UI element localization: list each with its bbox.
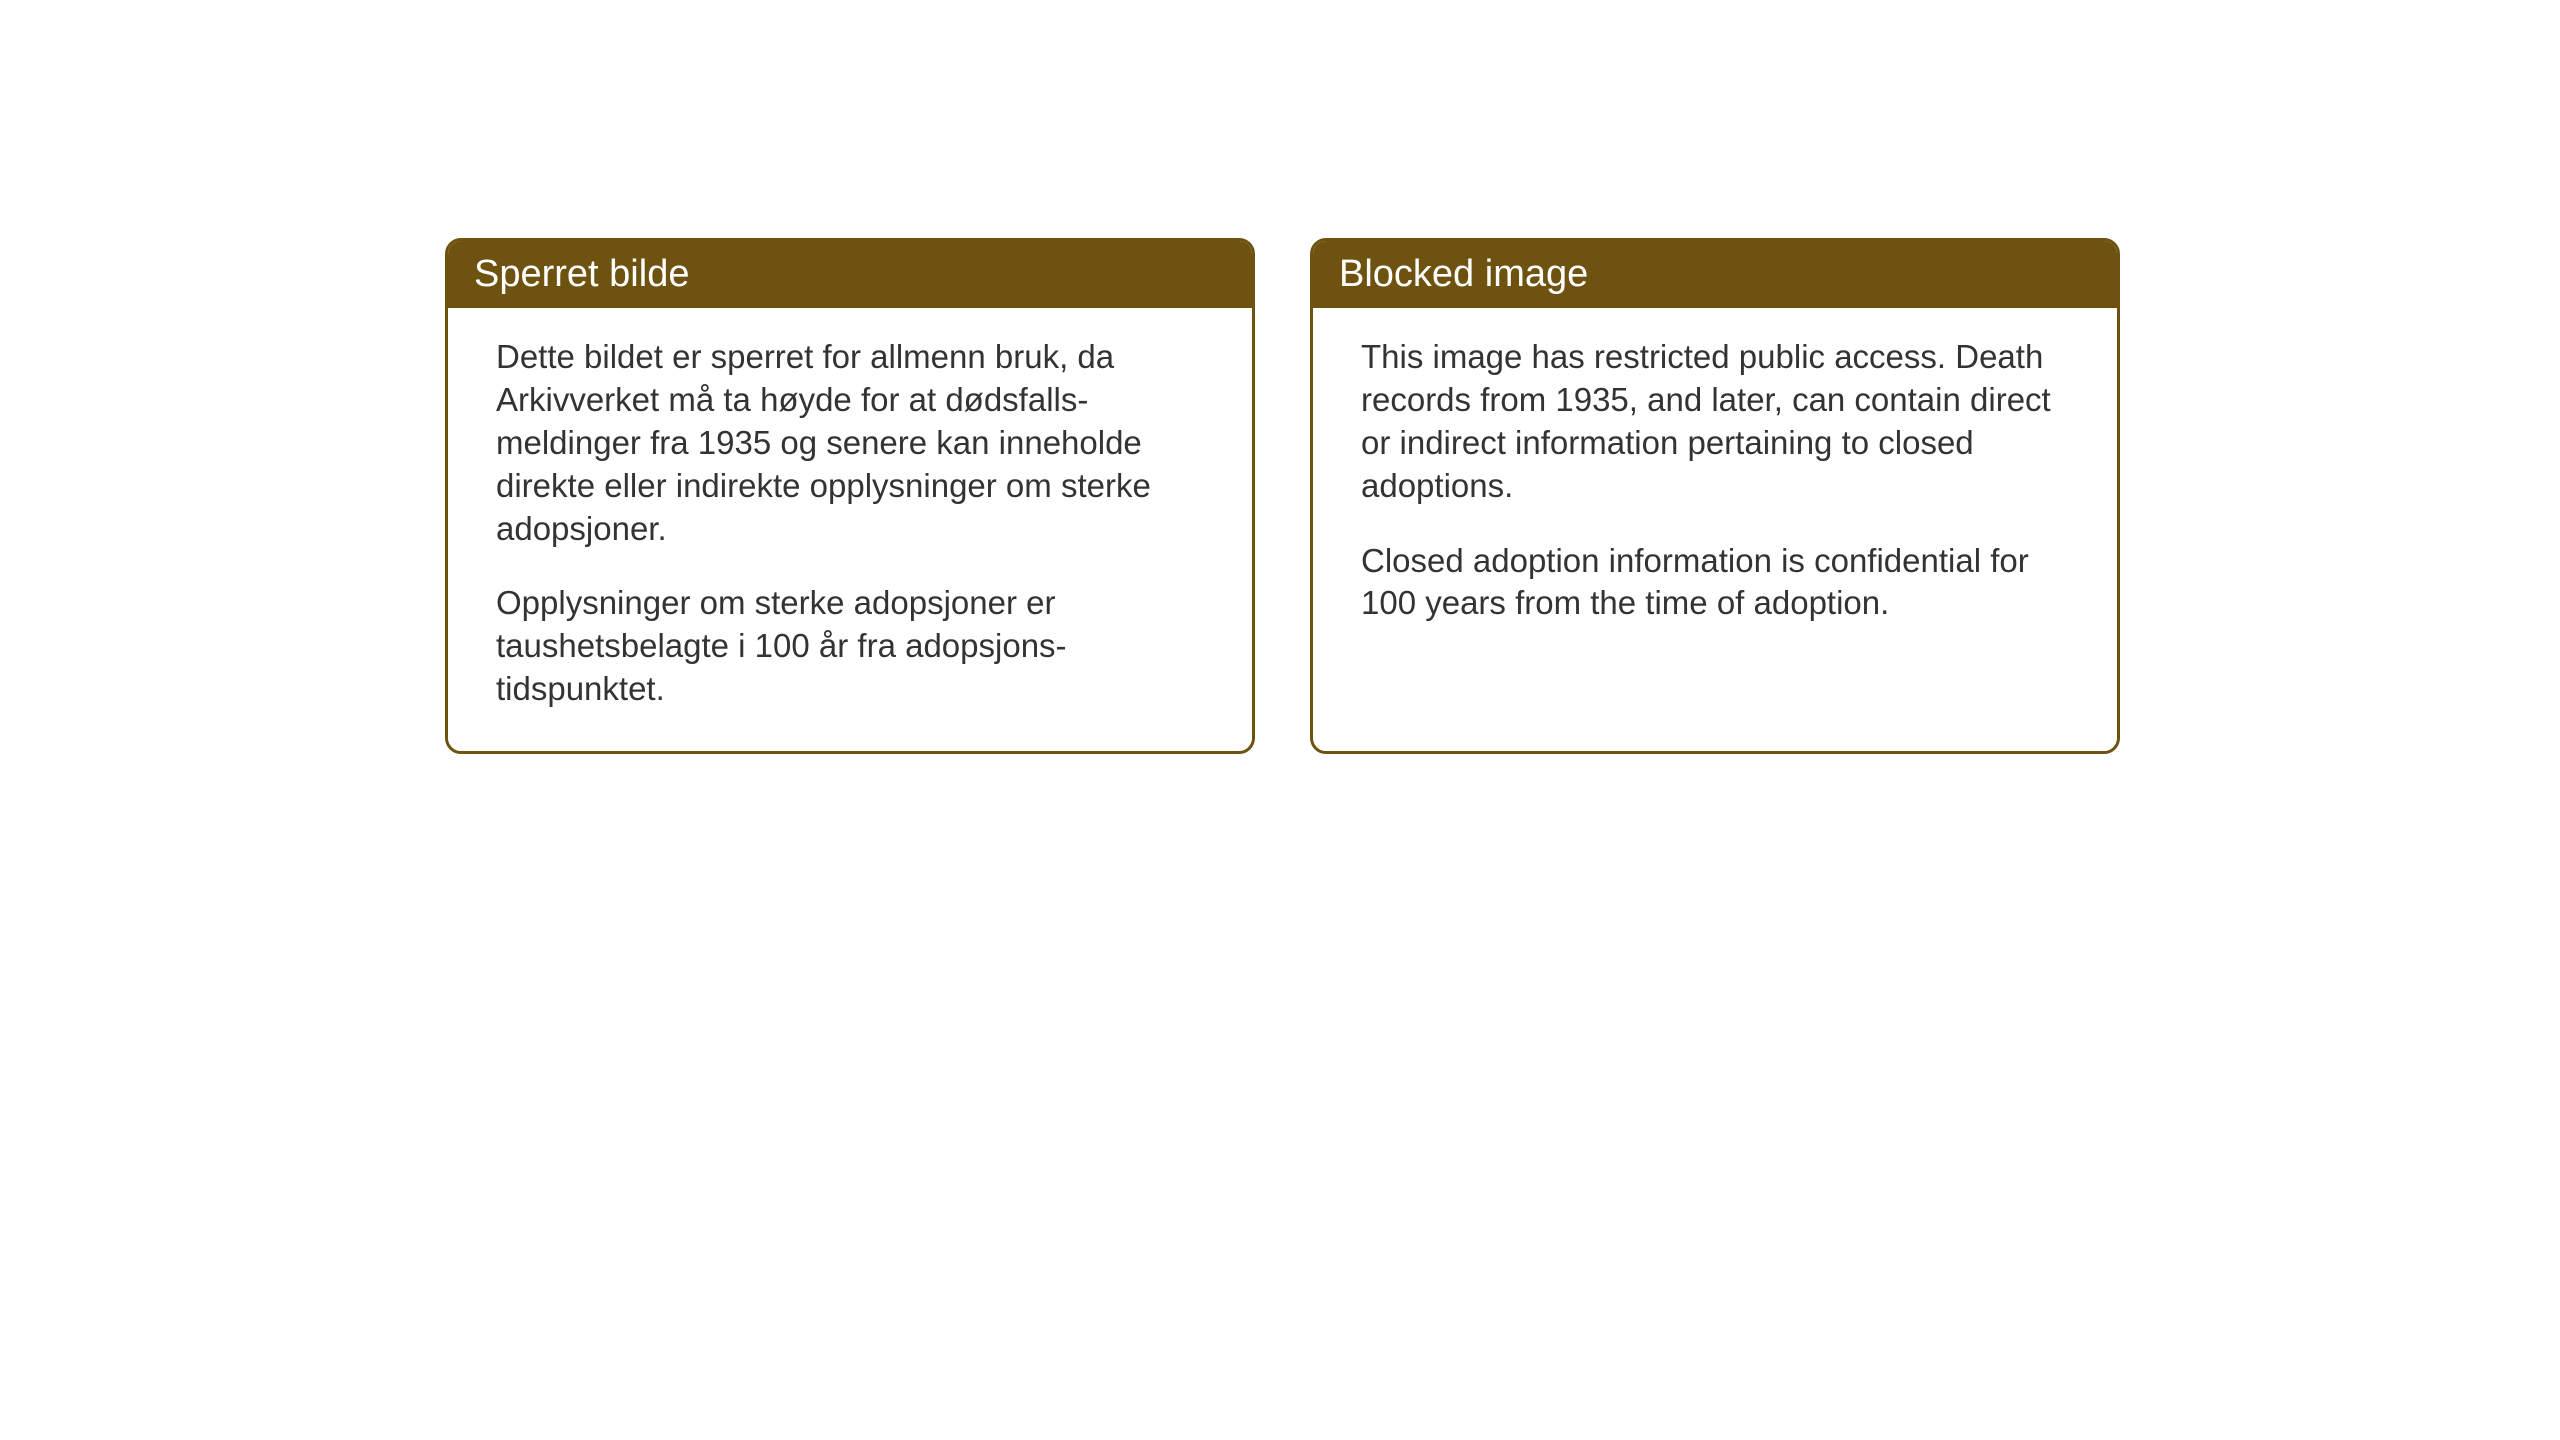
notice-paragraph2-norwegian: Opplysninger om sterke adopsjoner er tau… [496,582,1204,711]
notice-header-english: Blocked image [1313,241,2117,308]
notice-box-english: Blocked image This image has restricted … [1310,238,2120,754]
notice-body-norwegian: Dette bildet er sperret for allmenn bruk… [448,308,1252,751]
notice-box-norwegian: Sperret bilde Dette bildet er sperret fo… [445,238,1255,754]
notice-paragraph1-english: This image has restricted public access.… [1361,336,2069,508]
notice-body-english: This image has restricted public access.… [1313,308,2117,738]
notice-header-norwegian: Sperret bilde [448,241,1252,308]
notice-title-english: Blocked image [1339,253,1588,295]
notices-container: Sperret bilde Dette bildet er sperret fo… [445,238,2120,754]
notice-paragraph2-english: Closed adoption information is confident… [1361,540,2069,626]
notice-paragraph1-norwegian: Dette bildet er sperret for allmenn bruk… [496,336,1204,550]
notice-title-norwegian: Sperret bilde [474,253,689,295]
